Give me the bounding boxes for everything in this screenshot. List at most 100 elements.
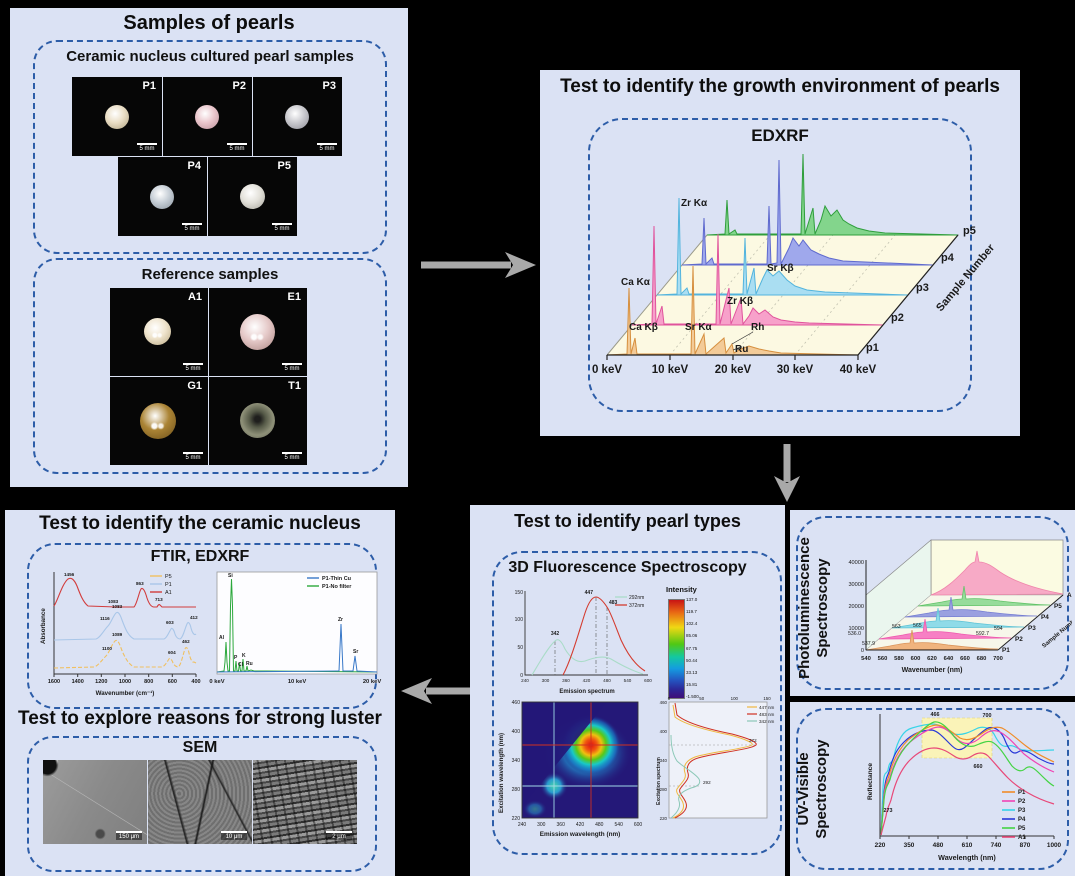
nucleus-title: Test to identify the ceramic nucleus	[39, 513, 361, 534]
arrow-samples-to-growth	[421, 252, 536, 278]
emission-y-ticks: 0 50 100 150	[515, 590, 524, 679]
y-tick: 280	[512, 787, 521, 793]
x-tick: 30 keV	[777, 364, 814, 376]
cultured-samples-box: Ceramic nucleus cultured pearl samples	[33, 40, 387, 254]
uvvis-curves	[880, 721, 1055, 836]
pl-label-line1: Photoluminescence	[796, 537, 813, 679]
uvvis-label-line2: Spectroscopy	[813, 739, 830, 839]
ftir-xlabel: Wavenumber (cm⁻¹)	[96, 690, 155, 697]
arrow-growth-to-types	[774, 444, 800, 502]
pearl-photo-p3	[285, 105, 309, 129]
legend-entry: 372nm	[629, 603, 644, 609]
pearl-photo-t1	[240, 403, 275, 438]
pl-annotations: 536.0 537.9 563 565 592.7 594	[848, 623, 1003, 647]
pearl-photo-p2	[195, 105, 219, 129]
luster-method: SEM	[182, 739, 218, 756]
pearl-label: P3	[322, 80, 336, 92]
x-tick: 560	[878, 656, 888, 662]
legend-entry: P2	[1018, 799, 1026, 805]
x-tick: 400	[191, 679, 200, 685]
intensity-colorbar: Intensity 137.0 119.7 102.4 85.06 67.75 …	[666, 585, 748, 705]
annotation: 565	[913, 623, 922, 629]
emission-legend: 292nm 372nm	[615, 595, 644, 609]
y-tick: 460	[660, 700, 668, 705]
x-tick: 600	[634, 822, 643, 828]
x-tick: 480	[603, 678, 611, 683]
y-tick: 400	[512, 729, 521, 735]
x-tick: 540	[615, 822, 624, 828]
x-tick: 100	[731, 696, 739, 701]
x-tick: 50	[699, 696, 704, 701]
x-tick: 10 keV	[288, 679, 307, 685]
x-tick: 1000	[119, 679, 131, 685]
uvvis-chart: 466 700 660 273 220 350 480 610 740 870 …	[867, 712, 1062, 862]
excitation-spectrum-chart: 372 292 0 50 100 150 460 400 340 280 220…	[656, 696, 774, 821]
peak-label: K	[242, 653, 246, 659]
peak-label: P	[234, 655, 238, 661]
x-tick: 740	[991, 842, 1002, 849]
spectrum-p2	[631, 225, 884, 326]
eem-y-ticks: 460 400 340 280 220	[512, 700, 521, 822]
spectrum-p5	[706, 153, 959, 236]
scale-bar: 5 mm	[183, 363, 203, 372]
peak-label: Sr Kβ	[767, 263, 794, 274]
colorbar-tick: 119.7	[686, 609, 697, 615]
x-tick: 350	[904, 842, 915, 849]
pl-3d-chart: 0 10000 20000 30000 40000 540 560 580 60…	[848, 539, 1072, 674]
x-tick: 600	[644, 678, 652, 683]
y-tick: 10000	[848, 626, 864, 632]
colorbar-ticks: 137.0 119.7 102.4 85.06 67.75 50.44 33.1…	[686, 597, 699, 699]
uvvis-legend: P1 P2 P3 P4 P5 A1	[1002, 790, 1026, 841]
samples-panel: Samples of pearls Ceramic nucleus cultur…	[10, 8, 408, 487]
pearl-photo-p5	[240, 184, 265, 209]
axes	[524, 591, 648, 676]
annotation-lines	[554, 597, 608, 675]
peak-label: 713	[155, 597, 163, 602]
nucleus-method: FTIR, EDXRF	[150, 548, 250, 565]
pearl-label: A1	[187, 291, 202, 303]
emission-curves	[531, 596, 646, 676]
x-tick: 10 keV	[652, 364, 689, 376]
pl-series	[865, 550, 1064, 651]
z-tick: P2	[1015, 636, 1023, 643]
colorbar-tick: 33.13	[686, 669, 698, 675]
pearl-label: P4	[187, 160, 201, 172]
pearl-tile-e1: E1 5 mm	[209, 288, 307, 376]
uvvis-panel: UV-Visible Spectroscopy 466	[790, 702, 1075, 876]
x-tick: 540	[861, 656, 871, 662]
x-tick: 480	[595, 822, 604, 828]
ftir-x-ticks: 1600 1400 1200 1000 800 600 400	[48, 679, 201, 685]
colorbar-tick: -1.500	[686, 694, 699, 699]
x-tick: 480	[933, 842, 944, 849]
x-tick: 1400	[72, 679, 84, 685]
legend-entry: P5	[1018, 826, 1026, 832]
x-tick: 640	[944, 656, 954, 662]
peak-pointer-lines	[731, 331, 754, 351]
pearl-label: E1	[287, 291, 301, 303]
edxrf-curves	[216, 578, 378, 673]
z-tick: p4	[941, 252, 955, 264]
legend-entry: P3	[1018, 808, 1026, 814]
annotation: 342	[551, 631, 560, 637]
pl-axes	[865, 560, 1064, 651]
spectrum-p4	[681, 159, 934, 266]
eem-x-ticks: 240 300 360 420 480 540 600	[518, 822, 643, 828]
ftir-peak-labels: 1456 1083 863 713 1116 1083 603 412 1100…	[64, 572, 198, 655]
peak-label: Ca Kβ	[629, 322, 658, 333]
x-tick: 610	[962, 842, 973, 849]
scale-bar: 2 μm	[326, 831, 352, 840]
x-tick: 420	[583, 678, 591, 683]
x-tick: 1200	[95, 679, 107, 685]
pl-z-ticks: P1 P2 P3 P4 P5 A1	[1002, 592, 1072, 654]
peak-label: Rh	[751, 322, 764, 333]
reference-title: Reference samples	[141, 266, 279, 283]
uvvis-annotations: 466 700 660 273	[884, 712, 992, 814]
sem-box	[27, 736, 377, 872]
x-tick: 40 keV	[840, 364, 877, 376]
growth-method: EDXRF	[751, 126, 809, 145]
growth-panel: Test to identify the growth environment …	[540, 70, 1020, 436]
peak-label: Al	[219, 635, 225, 641]
y-tick: 150	[515, 590, 524, 596]
ftir-chart: 1456 1083 863 713 1116 1083 603 412 1100…	[40, 572, 201, 697]
